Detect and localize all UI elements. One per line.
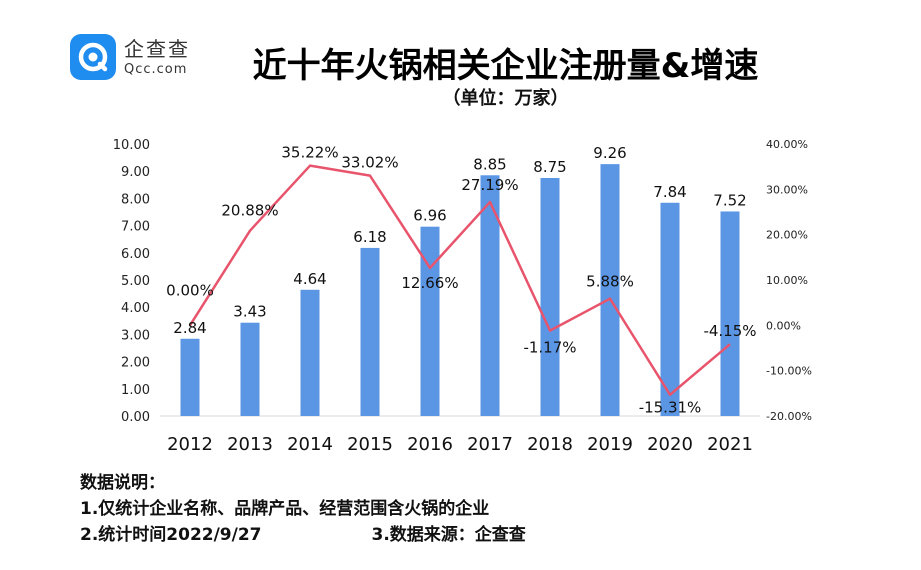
left-axis-tick-label: 2.00 [121,356,150,371]
left-axis-tick-label: 9.00 [121,165,150,180]
bar [180,338,200,416]
bar [540,178,560,416]
brand-logo: 企查查 Qcc.com [70,34,190,80]
right-axis-tick-label: 30.00% [766,183,808,196]
line-value-label: 33.02% [341,154,398,172]
x-axis-tick-label: 2019 [587,434,633,455]
line-value-label: 20.88% [221,202,278,220]
bar [660,202,680,416]
bar [300,289,320,416]
line-value-label: -4.15% [703,322,756,340]
x-axis-tick-label: 2015 [347,434,393,455]
left-axis-tick-label: 10.00 [113,138,150,153]
bar [720,211,740,416]
bar-value-label: 7.84 [653,183,686,201]
line-value-label: -1.17% [523,339,576,357]
data-notes: 数据说明： 1.仅统计企业名称、品牌产品、经营范围含火锅的企业 2.统计时间20… [80,470,526,548]
x-axis-tick-label: 2017 [467,434,513,455]
bar-value-label: 4.64 [293,270,326,288]
left-axis-tick-label: 7.00 [121,220,150,235]
right-axis-tick-label: -20.00% [766,410,812,423]
left-axis-tick-label: 6.00 [121,247,150,262]
line-value-label: 35.22% [281,144,338,162]
line-value-label: -15.31% [639,399,702,417]
bar [360,247,380,416]
bar [420,226,440,416]
brand-name-en: Qcc.com [124,61,188,77]
line-value-label: 27.19% [461,176,518,194]
bar-value-label: 3.43 [233,303,266,321]
notes-line-3: 3.数据来源：企查查 [371,525,526,545]
left-axis-tick-label: 8.00 [121,192,150,207]
bar-value-label: 8.75 [533,158,566,176]
left-axis-tick-label: 0.00 [121,410,150,425]
line-value-label: 5.88% [586,273,634,291]
notes-line-1: 1.仅统计企业名称、品牌产品、经营范围含火锅的企业 [80,499,490,519]
bar-value-label: 8.85 [473,155,506,173]
x-axis-tick-label: 2021 [707,434,753,455]
line-value-label: 12.66% [401,274,458,292]
bar [480,175,500,416]
notes-heading: 数据说明： [80,473,165,493]
qcc-logo-icon [70,34,116,80]
bar-value-label: 7.52 [713,191,746,209]
bar-value-label: 9.26 [593,144,626,162]
notes-line-2: 2.统计时间2022/9/27 [80,525,262,545]
bar-value-label: 6.96 [413,207,446,225]
x-axis-tick-label: 2020 [647,434,693,455]
left-axis-tick-label: 4.00 [121,301,150,316]
right-axis-tick-label: 40.00% [766,138,808,151]
left-axis-tick-label: 5.00 [121,274,150,289]
chart-subtitle: （单位：万家） [442,88,569,109]
x-axis-tick-label: 2016 [407,434,453,455]
bar [240,322,260,416]
x-axis-tick-label: 2014 [287,434,333,455]
right-axis-tick-label: 10.00% [766,274,808,287]
left-axis-tick-label: 1.00 [121,383,150,398]
chart-title: 近十年火锅相关企业注册量&增速 [252,46,759,86]
x-axis-tick-label: 2018 [527,434,573,455]
line-value-label: 0.00% [166,281,214,299]
bar-value-label: 6.18 [353,228,386,246]
bar-value-label: 2.84 [173,319,206,337]
right-axis-tick-label: 0.00% [766,319,801,332]
left-axis-tick-label: 3.00 [121,328,150,343]
x-axis-tick-label: 2013 [227,434,273,455]
right-axis-tick-label: -10.00% [766,365,812,378]
brand-name-cn: 企查查 [124,36,190,61]
growth-line [188,164,731,396]
right-axis-tick-label: 20.00% [766,229,808,242]
bar [600,164,620,416]
x-axis-tick-label: 2012 [167,434,213,455]
